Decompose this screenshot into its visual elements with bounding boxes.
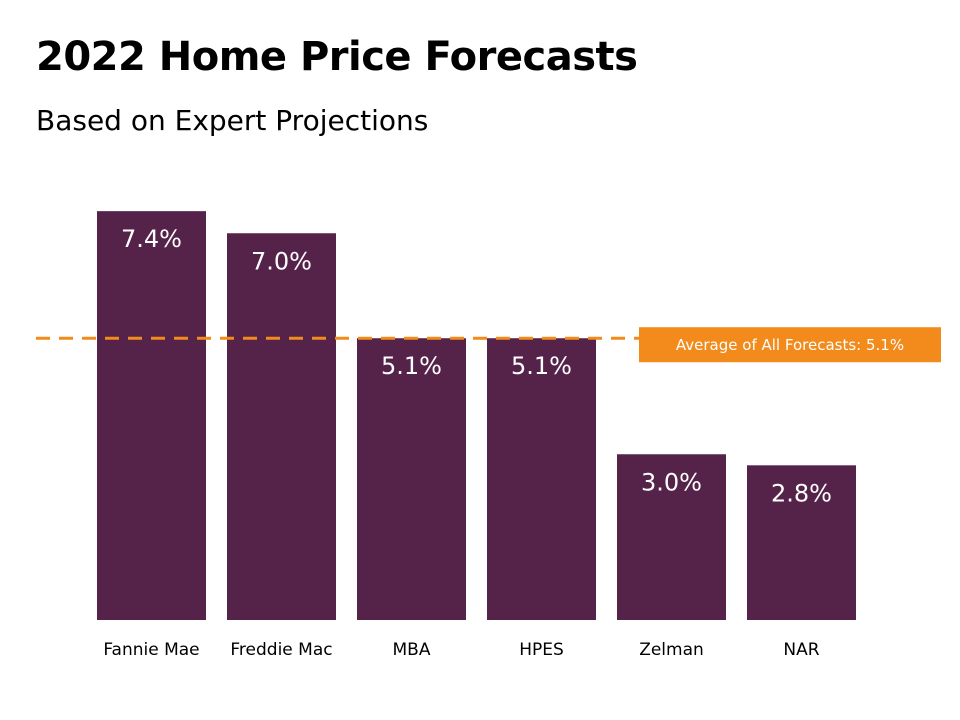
bar-value-label: 5.1% (511, 352, 572, 380)
chart-title: 2022 Home Price Forecasts (36, 34, 638, 80)
category-label: Zelman (639, 640, 704, 660)
category-label: Fannie Mae (103, 640, 199, 660)
bar (357, 338, 466, 620)
bar (487, 338, 596, 620)
category-label: HPES (519, 640, 564, 660)
bar-value-label: 7.4% (121, 225, 182, 253)
bar-value-label: 5.1% (381, 352, 442, 380)
average-label: Average of All Forecasts: 5.1% (676, 336, 904, 354)
average-label-box (639, 327, 941, 363)
category-label: Freddie Mac (230, 640, 332, 660)
category-label: MBA (393, 640, 431, 660)
bar-value-label: 3.0% (641, 468, 702, 496)
chart-subtitle: Based on Expert Projections (36, 104, 429, 137)
bar (617, 454, 726, 620)
bar (747, 465, 856, 620)
bar-value-label: 7.0% (251, 247, 312, 275)
bar (97, 211, 206, 620)
category-label: NAR (783, 640, 819, 660)
bar (227, 233, 336, 620)
bar-value-label: 2.8% (771, 479, 832, 507)
